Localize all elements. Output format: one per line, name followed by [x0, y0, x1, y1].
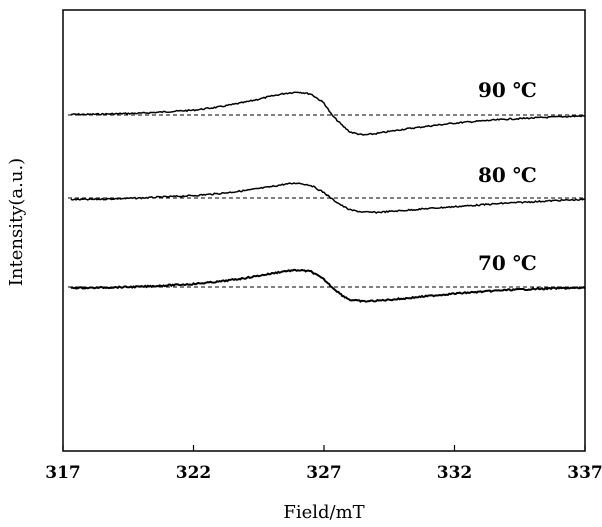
x-axis-label: Field/mT	[283, 502, 364, 523]
x-tick-label: 322	[176, 463, 212, 483]
x-tick-label: 327	[306, 463, 342, 483]
series-line-1	[70, 182, 586, 214]
series-line-2	[70, 268, 586, 303]
series-line-0	[70, 91, 586, 136]
series-labels: 90 ℃ 80 ℃ 70 ℃	[478, 78, 537, 275]
series-label: 80 ℃	[478, 163, 537, 187]
x-tick-label: 332	[437, 463, 473, 483]
series-label: 90 ℃	[478, 78, 537, 102]
series-lines	[70, 91, 586, 303]
x-axis-ticks: 317 322 327 332 337	[45, 445, 602, 483]
y-axis-label: Intensity(a.u.)	[6, 158, 27, 286]
x-tick-label: 337	[567, 463, 602, 483]
x-tick-label: 317	[45, 463, 81, 483]
plot-frame	[62, 9, 586, 452]
series-label: 70 ℃	[478, 251, 537, 275]
